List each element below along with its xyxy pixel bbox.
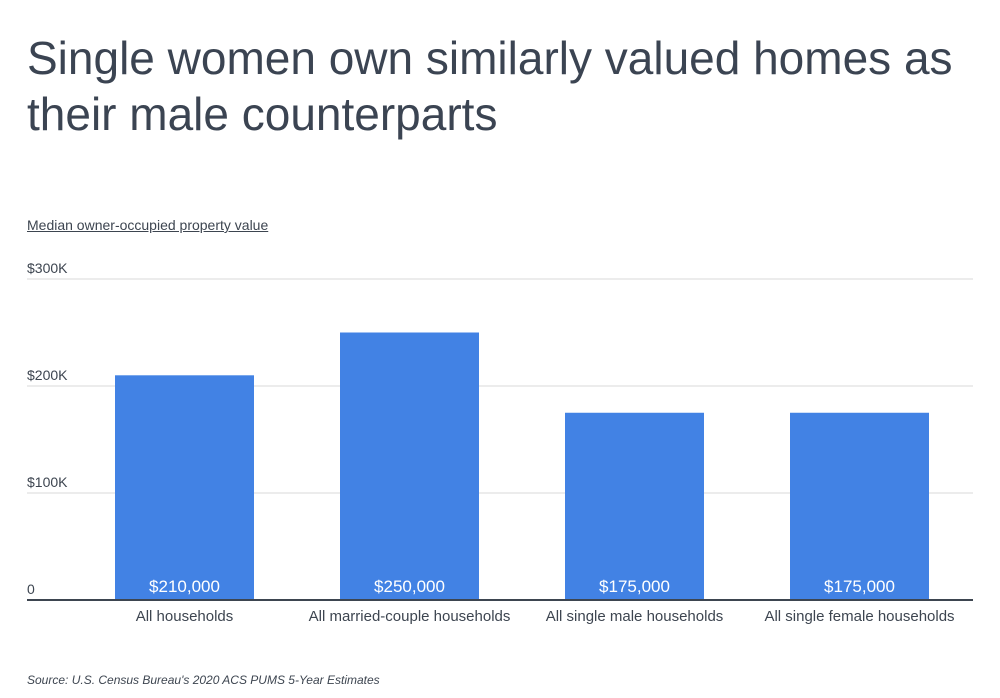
data-labels: $210,000 $250,000 $175,000 $175,000	[149, 577, 895, 596]
y-tick-label: $100K	[27, 474, 68, 490]
bar	[790, 412, 929, 600]
category-label: All households	[136, 608, 234, 625]
category-label: All married-couple households	[309, 608, 511, 625]
chart-title: Single women own similarly valued homes …	[27, 32, 953, 140]
y-axis-label: Median owner-occupied property value	[27, 217, 269, 233]
bar	[115, 375, 254, 600]
x-tick-labels: All households All married-couple househo…	[136, 608, 955, 625]
y-tick-label: 0	[27, 581, 35, 597]
category-label: All single male households	[546, 608, 724, 625]
bar-value-label: $210,000	[149, 577, 220, 596]
bar	[565, 412, 704, 600]
source-note: Source: U.S. Census Bureau's 2020 ACS PU…	[27, 673, 380, 687]
bar-value-label: $175,000	[824, 577, 895, 596]
bar-value-label: $175,000	[599, 577, 670, 596]
y-tick-label: $300K	[27, 260, 68, 276]
category-label: All single female households	[764, 608, 954, 625]
y-tick-label: $200K	[27, 367, 68, 383]
bar	[340, 332, 479, 600]
bar-value-label: $250,000	[374, 577, 445, 596]
y-tick-labels: 0 $100K $200K $300K	[27, 260, 68, 597]
bars	[115, 332, 929, 600]
